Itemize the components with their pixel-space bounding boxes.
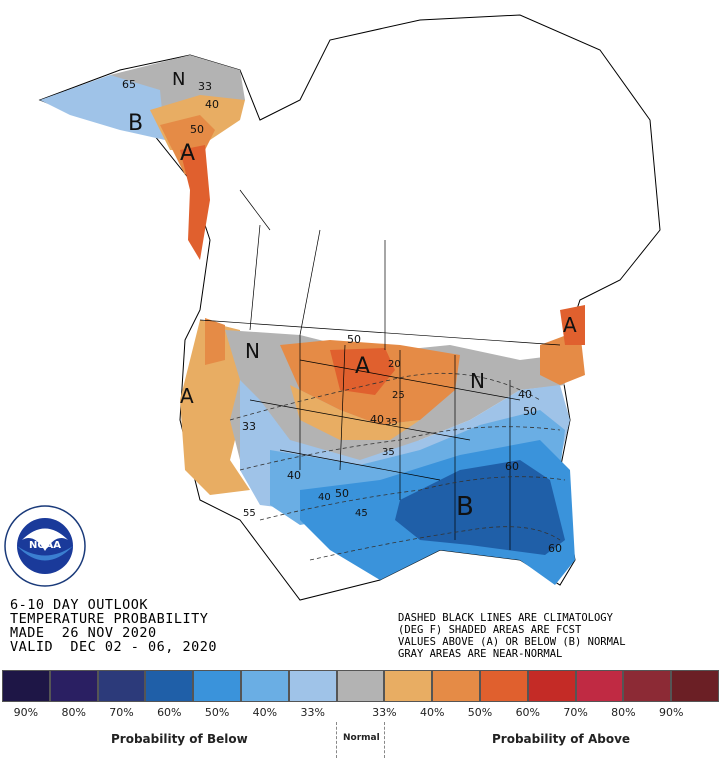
colorbar-swatch <box>384 670 433 702</box>
percent-label: 80% <box>611 706 636 719</box>
colorbar-swatch <box>240 670 289 702</box>
normal-divider-right <box>384 722 385 758</box>
west-coast-above-50 <box>205 318 225 365</box>
contour-label-18: 50 <box>523 405 537 418</box>
contour-label-17: 40 <box>518 388 532 401</box>
percent-label: 70% <box>109 706 134 719</box>
alaska-above-letter: A <box>180 141 195 166</box>
percent-label: 50% <box>467 706 493 719</box>
colorbar-swatch <box>479 670 528 702</box>
note-line-4: GRAY AREAS ARE NEAR-NORMAL <box>398 648 563 660</box>
contour-label-1: 33 <box>198 80 212 93</box>
percent-label: 60% <box>515 706 541 719</box>
alaska-panhandle-60 <box>180 145 210 260</box>
alaska-above-region-50 <box>160 115 215 175</box>
probability-percent-row: 90% 80% 70% 60% 50% 40% 33% 33% 40% 50% 60% 70% 80% 9… <box>2 706 719 722</box>
contour-label-13: 40 <box>318 492 331 503</box>
colorbar-swatch <box>2 670 50 702</box>
contour-label-9: 40 <box>287 469 301 482</box>
contour-label-8: 33 <box>242 420 256 433</box>
contour-label-0: 65 <box>122 78 136 91</box>
contour-label-11: 45 <box>355 508 368 519</box>
noaa-logo: NOAA <box>4 505 86 587</box>
noaa-logo-text: NOAA <box>29 540 61 551</box>
percent-label: 40% <box>252 706 278 719</box>
note-line-3: VALUES ABOVE (A) OR BELOW (B) NORMAL <box>398 636 626 648</box>
colorbar-swatch <box>49 670 98 702</box>
alaska-below-region <box>40 75 165 140</box>
percent-label: 90% <box>13 706 39 719</box>
contour-label-19: 60 <box>548 542 562 555</box>
contour-label-14: 50 <box>347 333 361 346</box>
contour-label-16: 35 <box>382 447 395 458</box>
probability-colorbar <box>2 670 719 702</box>
contour-label-5: 25 <box>392 390 405 401</box>
title-line-1: 6-10 DAY OUTLOOK <box>10 597 149 613</box>
percent-label: 60% <box>157 706 182 719</box>
percent-label: 33% <box>372 706 397 719</box>
above-label: Probability of Above <box>492 732 631 746</box>
colorbar-swatch <box>432 670 480 702</box>
alaska-normal-letter: N <box>172 69 185 90</box>
colorbar-swatch <box>288 670 337 702</box>
contour-label-3: 50 <box>190 123 204 136</box>
percent-label: 50% <box>204 706 230 719</box>
contour-label-2: 40 <box>205 98 219 111</box>
outlook-map: B A N 65 33 40 50 A N A N A B 20 25 40 3… <box>38 14 661 601</box>
percent-label: 90% <box>658 706 684 719</box>
colorbar-swatch <box>623 670 672 702</box>
colorbar-swatch <box>575 670 624 702</box>
west-coast-above-40 <box>180 320 250 495</box>
outlook-title-block: 6-10 DAY OUTLOOK TEMPERATURE PROBABILITY… <box>10 598 217 654</box>
contour-label-7: 35 <box>385 417 398 428</box>
new-england-above-60 <box>560 305 585 345</box>
contour-label-12: 55 <box>243 508 256 519</box>
normal-divider-left <box>336 722 337 758</box>
below-label: Probability of Below <box>111 732 248 746</box>
contour-label-6: 40 <box>370 413 384 426</box>
title-line-3: MADE 26 NOV 2020 <box>10 625 157 641</box>
contour-label-15: 60 <box>505 460 519 473</box>
title-line-4: VALID DEC 02 - 06, 2020 <box>10 639 218 655</box>
colorbar-swatch <box>336 670 385 702</box>
percent-label: 40% <box>419 706 445 719</box>
legend-note: DASHED BLACK LINES ARE CLIMATOLOGY (DEG … <box>398 612 626 660</box>
west-coast-above-letter: A <box>180 384 194 408</box>
percent-label: 80% <box>61 706 86 719</box>
great-lakes-normal-letter: N <box>470 369 485 393</box>
climatology-lines <box>229 372 566 561</box>
new-england-above-letter: A <box>563 313 577 337</box>
contour-label-10: 50 <box>335 487 349 500</box>
title-line-2: TEMPERATURE PROBABILITY <box>10 611 209 627</box>
note-line-2: (DEG F) SHADED AREAS ARE FCST <box>398 624 582 636</box>
border-lines <box>199 189 561 550</box>
colorbar-swatch <box>193 670 241 702</box>
note-line-1: DASHED BLACK LINES ARE CLIMATOLOGY <box>398 612 613 624</box>
plains-above-letter: A <box>355 354 370 379</box>
northern-plains-above-40 <box>290 385 420 440</box>
rockies-normal-letter: N <box>245 339 260 363</box>
contour-label-4: 20 <box>388 359 401 370</box>
colorbar-swatch <box>527 670 576 702</box>
colorbar-swatch <box>671 670 719 702</box>
normal-label: Normal <box>343 733 380 743</box>
southeast-below-letter: B <box>456 492 474 522</box>
colorbar-swatch <box>97 670 146 702</box>
southeast-below-60 <box>395 460 565 555</box>
percent-label: 33% <box>300 706 325 719</box>
alaska-below-letter: B <box>128 111 143 136</box>
percent-label: 70% <box>563 706 588 719</box>
colorbar-swatch <box>145 670 194 702</box>
